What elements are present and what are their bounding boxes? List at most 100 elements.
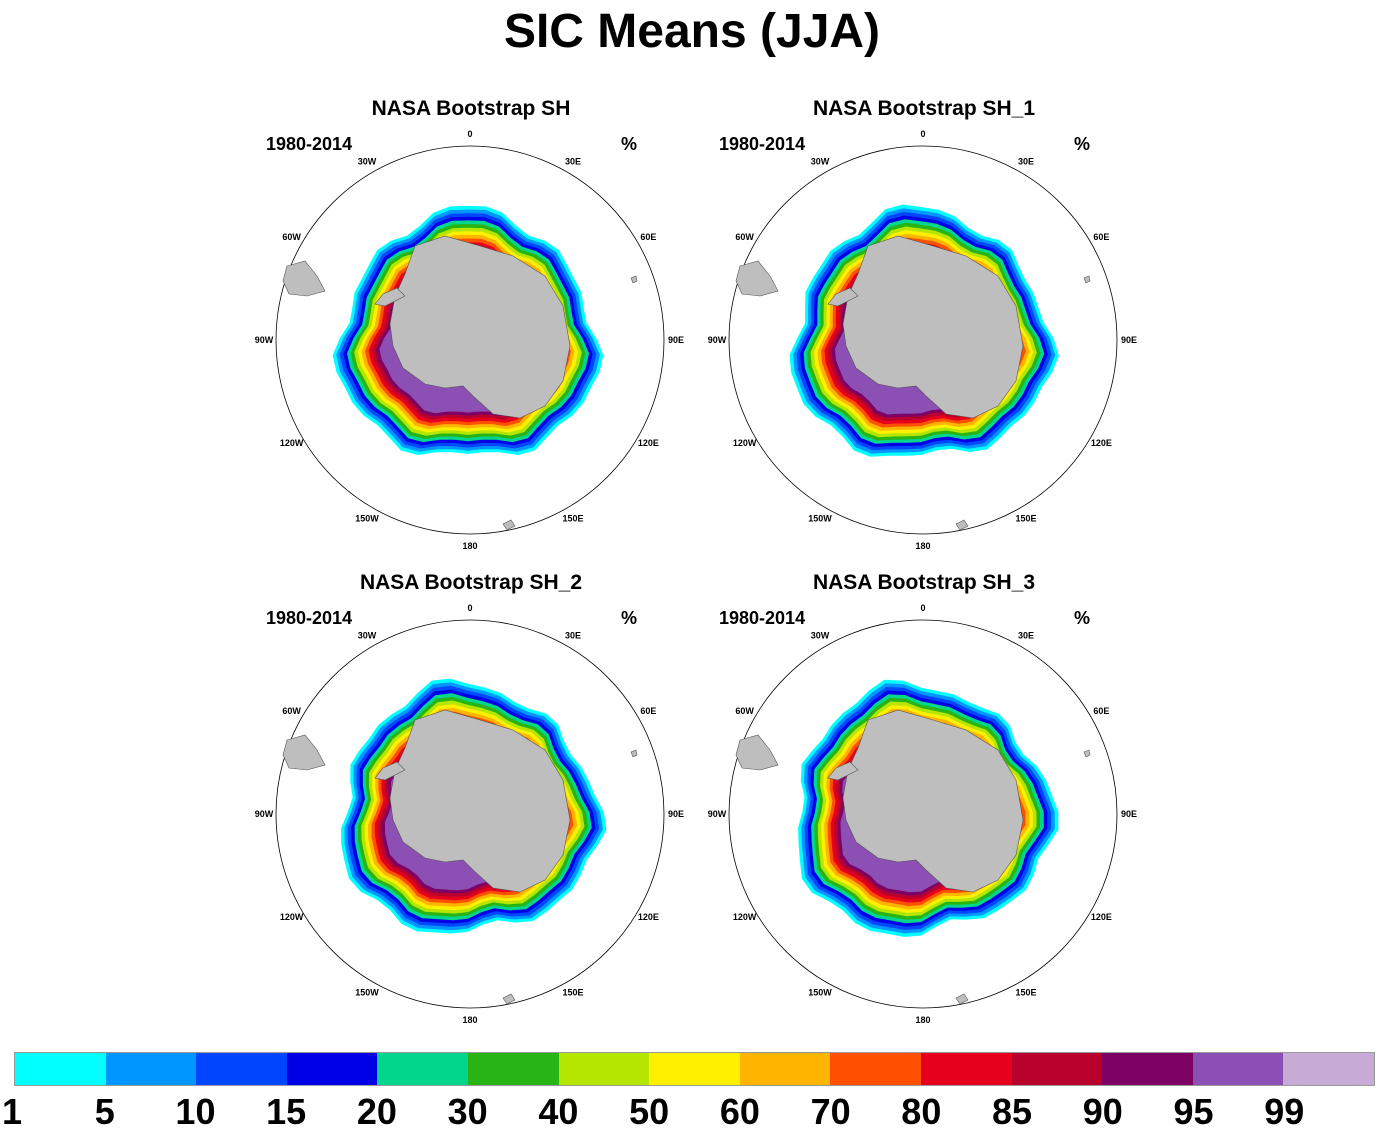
colorbar-swatch <box>649 1053 740 1085</box>
antarctica-landmass <box>842 235 1024 419</box>
map-panel: 0 30E 60E 90E 120E 150E 180 150W 120W 90W 60W 30W NA… <box>698 96 1150 566</box>
longitude-label: 150E <box>1015 513 1036 523</box>
longitude-label: 30W <box>811 631 830 641</box>
longitude-label: 150W <box>355 513 379 523</box>
units-label: % <box>1074 608 1091 628</box>
colorbar-swatch <box>1283 1053 1374 1085</box>
longitude-label: 120W <box>733 912 757 922</box>
longitude-label: 0 <box>920 603 925 613</box>
longitude-label: 30E <box>565 157 581 167</box>
colorbar-swatch <box>1102 1053 1193 1085</box>
longitude-label: 0 <box>467 603 472 613</box>
colorbar-tick-label: 95 <box>1173 1091 1214 1132</box>
antarctic-peninsula <box>374 287 406 307</box>
longitude-label: 150E <box>562 513 583 523</box>
colorbar <box>14 1052 1375 1086</box>
longitude-label: 30W <box>358 157 377 167</box>
colorbar-tick-label: 99 <box>1264 1091 1305 1132</box>
island <box>955 993 969 1005</box>
longitude-label: 30W <box>358 631 377 641</box>
colorbar-swatch <box>467 1053 559 1085</box>
island <box>630 275 638 284</box>
colorbar-tick-label: 50 <box>629 1091 670 1132</box>
longitude-label: 90E <box>668 335 684 345</box>
colorbar-tick-label: 40 <box>538 1091 579 1132</box>
longitude-label: 60W <box>735 232 754 242</box>
panel-title: NASA Bootstrap SH_2 <box>359 571 583 594</box>
island <box>955 519 969 531</box>
figure-title: SIC Means (JJA) <box>503 5 881 58</box>
longitude-label: 90E <box>1121 809 1137 819</box>
longitude-label: 120W <box>280 438 304 448</box>
colorbar-tick-label: 80 <box>901 1091 942 1132</box>
colorbar-swatch <box>830 1053 921 1085</box>
longitude-label: 150W <box>808 987 832 997</box>
antarctica-landmass <box>389 709 571 893</box>
longitude-label: 120E <box>1091 912 1112 922</box>
longitude-label: 150W <box>808 513 832 523</box>
longitude-label: 30W <box>811 157 830 167</box>
island <box>630 749 638 758</box>
longitude-label: 90W <box>255 335 274 345</box>
colorbar-tick-label: 60 <box>719 1091 760 1132</box>
longitude-label: 0 <box>467 129 472 139</box>
longitude-label: 0 <box>920 129 925 139</box>
polar-map: 0 30E 60E 90E 120E 150E 180 150W 120W 90W 60W 30W <box>255 603 684 1025</box>
longitude-label: 180 <box>462 1015 477 1025</box>
longitude-label: 60W <box>282 232 301 242</box>
antarctic-peninsula <box>827 761 859 781</box>
antarctica-landmass <box>842 709 1024 893</box>
longitude-label: 120E <box>638 438 659 448</box>
units-label: % <box>1074 134 1091 154</box>
longitude-label: 30E <box>1018 157 1034 167</box>
antarctic-peninsula <box>827 287 859 307</box>
polar-map: 0 30E 60E 90E 120E 150E 180 150W 120W 90W 60W 30W <box>708 603 1137 1025</box>
south-america-tip <box>735 734 779 771</box>
period-label: 1980-2014 <box>719 134 806 154</box>
south-america-tip <box>282 260 326 297</box>
panel-title: NASA Bootstrap SH_1 <box>812 97 1036 120</box>
map-panel: 0 30E 60E 90E 120E 150E 180 150W 120W 90W 60W 30W NA… <box>245 96 697 566</box>
colorbar-tick-label: 85 <box>992 1091 1033 1132</box>
period-label: 1980-2014 <box>719 608 806 628</box>
panel-title: NASA Bootstrap SH_3 <box>812 571 1036 594</box>
longitude-label: 90W <box>708 809 727 819</box>
longitude-label: 120W <box>280 912 304 922</box>
colorbar-swatch <box>286 1053 378 1085</box>
longitude-label: 60W <box>282 706 301 716</box>
colorbar-swatch <box>920 1053 1012 1085</box>
colorbar-swatch <box>558 1053 650 1085</box>
colorbar-swatch <box>1192 1053 1284 1085</box>
longitude-label: 90W <box>708 335 727 345</box>
island <box>502 993 516 1005</box>
longitude-label: 60E <box>640 232 656 242</box>
period-label: 1980-2014 <box>266 134 353 154</box>
longitude-label: 30E <box>1018 631 1034 641</box>
island <box>1083 275 1091 284</box>
units-label: % <box>621 134 638 154</box>
antarctic-peninsula <box>374 761 406 781</box>
map-panel: 0 30E 60E 90E 120E 150E 180 150W 120W 90W 60W 30W NA… <box>698 570 1150 1040</box>
colorbar-tick-label: 1 <box>1 1091 23 1132</box>
longitude-label: 150W <box>355 987 379 997</box>
colorbar-tick-label: 90 <box>1082 1091 1123 1132</box>
longitude-label: 180 <box>915 541 930 551</box>
longitude-label: 60E <box>640 706 656 716</box>
longitude-label: 60E <box>1093 232 1109 242</box>
panel-title: NASA Bootstrap SH <box>371 97 571 120</box>
longitude-label: 120E <box>638 912 659 922</box>
longitude-label: 30E <box>565 631 581 641</box>
longitude-label: 60W <box>735 706 754 716</box>
colorbar-swatch <box>739 1053 831 1085</box>
longitude-label: 180 <box>462 541 477 551</box>
longitude-label: 150E <box>1015 987 1036 997</box>
colorbar-swatch <box>196 1053 287 1085</box>
island <box>502 519 516 531</box>
colorbar-tick-label: 30 <box>447 1091 488 1132</box>
colorbar-tick-label: 15 <box>266 1091 307 1132</box>
longitude-label: 120W <box>733 438 757 448</box>
south-america-tip <box>735 260 779 297</box>
colorbar-swatch <box>1011 1053 1103 1085</box>
units-label: % <box>621 608 638 628</box>
polar-map: 0 30E 60E 90E 120E 150E 180 150W 120W 90W 60W 30W <box>255 129 684 551</box>
